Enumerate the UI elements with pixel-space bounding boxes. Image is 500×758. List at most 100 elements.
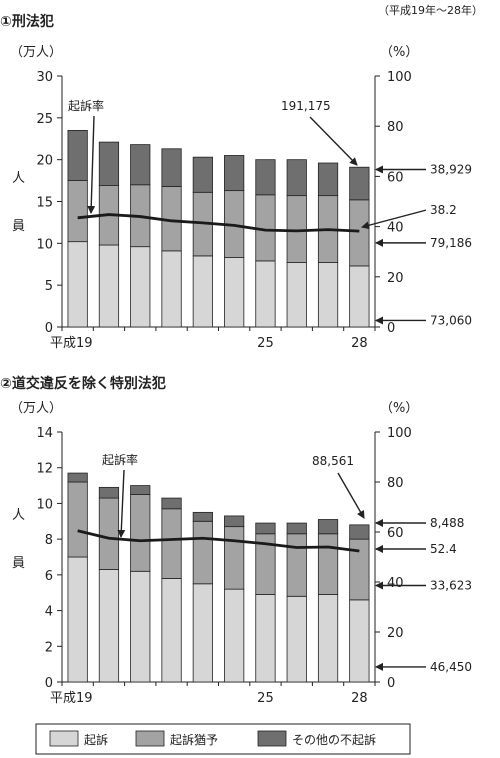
y-tick-label: 2: [45, 640, 53, 655]
y2-tick-label: 80: [387, 120, 404, 135]
chart1-left-unit: （万人）: [10, 45, 62, 60]
bar-segment-kiso: [317, 594, 339, 683]
x-tick-label: 28: [351, 336, 368, 351]
bar-segment-kiso: [224, 588, 245, 683]
y-tick-label: 5: [45, 279, 53, 294]
bar-segment-other: [192, 156, 213, 193]
bar-segment-yuyo: [349, 538, 370, 601]
x-tick-label: 平成19: [50, 691, 93, 706]
rate-line: [77, 213, 360, 233]
bar-segment-yuyo: [192, 520, 213, 585]
rate-value-label: 52.4: [430, 542, 457, 556]
bar-segment-other: [161, 148, 182, 187]
legend-label-kiso: 起訴: [84, 732, 108, 747]
bar-segment-kiso: [349, 265, 370, 328]
bar-segment-kiso: [224, 257, 245, 328]
y-tick-label: 20: [36, 154, 53, 169]
y-tick-label: 8: [45, 533, 53, 548]
kiso-value-label: 73,060: [430, 313, 472, 327]
bar-segment-kiso: [192, 255, 213, 328]
bar-segment-kiso: [130, 570, 151, 683]
rate-value-arrow: [361, 209, 427, 230]
bar-segment-other: [224, 155, 245, 192]
y2-tick-label: 60: [387, 526, 404, 541]
bar-segment-kiso: [67, 241, 88, 328]
chart1-title: ①刑法犯: [0, 13, 54, 30]
bar-segment-kiso: [317, 262, 339, 328]
bar-segment-yuyo: [161, 508, 182, 579]
total-annotation-label: 191,175: [281, 99, 331, 113]
chart1-right-unit: （%）: [380, 45, 418, 60]
x-tick-label: 28: [351, 691, 368, 706]
bar-segment-kiso: [67, 556, 88, 683]
rate-annotation-arrow: [117, 469, 126, 538]
y-tick-label: 30: [36, 70, 53, 85]
rate-annotation-label: 起訴率: [102, 452, 138, 467]
bar-segment-other: [161, 497, 182, 510]
yuyo-value-label: 79,186: [430, 236, 472, 250]
bar-segment-yuyo: [67, 481, 88, 558]
rate-value-label: 38.2: [430, 203, 457, 217]
y-tick-label: 10: [36, 237, 53, 252]
bar-segment-other: [349, 524, 370, 540]
y-tick-label: 15: [36, 196, 53, 211]
legend: 起訴 起訴猶予 その他の不起訴: [35, 723, 411, 755]
chart2-left-unit: （万人）: [10, 401, 62, 416]
chart2-right-unit: （%）: [380, 401, 418, 416]
bar-segment-yuyo: [286, 533, 307, 597]
chart2-plot: 0 2 4 6 8 10 12 14 0 20 40 60 80 100 平成19 25 28 起訴率 88,561…: [36, 426, 472, 706]
bar-segment-yuyo: [286, 195, 307, 263]
bar-segment-other: [317, 519, 339, 535]
y2-tick-label: 40: [387, 221, 404, 236]
bar-segment-other: [98, 486, 120, 499]
bar-segment-yuyo: [349, 199, 370, 267]
y-tick-label: 0: [45, 321, 53, 336]
total-annotation-arrow: [337, 472, 365, 519]
y2-tick-label: 20: [387, 626, 404, 641]
bar-segment-yuyo: [98, 497, 120, 570]
bar-segment-other: [255, 159, 276, 196]
bar-segment-other: [130, 485, 151, 495]
bar-segment-kiso: [255, 260, 276, 328]
bar-segment-other: [67, 129, 88, 181]
x-tick-label: 25: [257, 336, 274, 351]
legend-swatch-other: [257, 730, 287, 747]
rate-annotation-label: 起訴率: [68, 98, 104, 113]
bar-segment-yuyo: [130, 494, 151, 572]
rate-line: [77, 529, 360, 553]
other-value-label: 8,488: [430, 516, 464, 530]
y-tick-label: 10: [36, 497, 53, 512]
bar-segment-other: [317, 162, 339, 197]
other-value-label: 38,929: [430, 163, 472, 177]
y-tick-label: 14: [36, 426, 53, 441]
chart1: ①刑法犯 （万人） （%） 人 員: [0, 13, 418, 234]
y-tick-label: 0: [45, 676, 53, 691]
legend-swatch-yuyo: [135, 730, 165, 747]
legend-swatch-kiso: [49, 730, 79, 747]
y2-tick-label: 40: [387, 576, 404, 591]
y-tick-label: 25: [36, 112, 53, 127]
bar-segment-kiso: [192, 583, 213, 683]
chart1-plot: 0 5 10 15 20 25 30 0 20 40 60 80 100 平成19 25 28 起訴率 191,1…: [36, 70, 472, 351]
y2-tick-label: 20: [387, 271, 404, 286]
yuyo-value-label: 33,623: [430, 579, 472, 593]
y2-tick-label: 60: [387, 170, 404, 185]
total-annotation-arrow: [309, 116, 358, 166]
bar-segment-other: [98, 141, 120, 187]
bar-segment-yuyo: [224, 526, 245, 590]
chart2-title: ②道交違反を除く特別法犯: [0, 375, 166, 392]
y2-tick-label: 0: [387, 321, 395, 336]
x-tick-label: 平成19: [50, 336, 93, 351]
y2-tick-label: 100: [387, 70, 412, 85]
bar-segment-kiso: [286, 262, 307, 328]
legend-label-yuyo: 起訴猶予: [170, 732, 218, 747]
total-annotation-label: 88,561: [312, 454, 354, 468]
bar-segment-kiso: [349, 599, 370, 683]
bar-segment-other: [130, 144, 151, 186]
bar-segment-yuyo: [67, 180, 88, 243]
bar-segment-other: [286, 522, 307, 535]
y2-tick-label: 80: [387, 476, 404, 491]
legend-box: [35, 723, 411, 755]
y-tick-label: 6: [45, 569, 53, 584]
